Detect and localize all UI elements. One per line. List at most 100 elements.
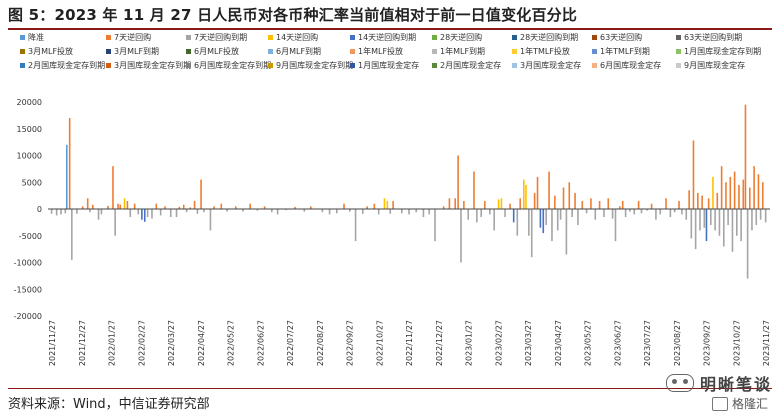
- bar: [457, 155, 459, 209]
- x-tick-label: 2022/10/27: [375, 320, 384, 366]
- bar: [536, 176, 539, 209]
- bar: [389, 209, 392, 214]
- bar: [415, 209, 418, 213]
- bar: [86, 198, 89, 209]
- legend-label: 14天逆回购到期: [358, 33, 417, 42]
- legend-swatch: [106, 49, 111, 54]
- bar: [577, 209, 579, 226]
- bar: [91, 204, 94, 209]
- bar: [729, 176, 732, 209]
- bar: [354, 209, 357, 242]
- bar: [571, 209, 573, 218]
- bar: [476, 209, 478, 223]
- bar: [242, 209, 244, 212]
- bar: [746, 209, 749, 279]
- legend-item: 6月MLF投放: [186, 46, 239, 57]
- x-tick-label: 2023/11/27: [762, 320, 771, 366]
- bar: [112, 166, 114, 209]
- legend-swatch: [186, 63, 191, 68]
- legend-swatch: [106, 63, 111, 68]
- bar: [434, 209, 436, 242]
- x-tick-label: 2022/02/27: [137, 320, 146, 366]
- bar: [497, 199, 500, 209]
- bar: [361, 209, 364, 214]
- bar: [590, 198, 592, 209]
- bar: [594, 209, 597, 220]
- x-tick-label: 2023/06/27: [613, 320, 622, 366]
- x-tick-label: 2022/09/27: [346, 320, 355, 366]
- bar: [196, 209, 199, 214]
- legend-item: 28天逆回购: [432, 32, 482, 43]
- bar: [489, 209, 491, 215]
- bar: [655, 209, 657, 220]
- legend-label: 6月MLF到期: [276, 47, 322, 56]
- legend-swatch: [676, 63, 681, 68]
- bar: [159, 209, 162, 216]
- x-tick-label: 2023/01/27: [465, 320, 474, 366]
- legend-label: 降准: [28, 33, 44, 42]
- legend-swatch: [432, 35, 437, 40]
- bar: [692, 140, 695, 209]
- bar: [366, 206, 368, 209]
- bar: [725, 182, 727, 209]
- legend-item: 6月国库现金定存到期: [186, 60, 271, 71]
- legend-swatch: [350, 63, 355, 68]
- legend-swatch: [512, 49, 517, 54]
- legend-label: 1月国库现金定存: [358, 61, 420, 70]
- bar: [493, 209, 495, 231]
- bar: [146, 209, 149, 218]
- legend-item: 3月MLF投放: [20, 46, 73, 57]
- legend-swatch: [106, 35, 111, 40]
- bar: [480, 209, 482, 218]
- bar: [533, 192, 536, 209]
- bar: [525, 184, 527, 209]
- bar: [568, 182, 571, 209]
- bar: [742, 179, 745, 209]
- bar: [703, 209, 706, 228]
- y-tick-label: 15000: [17, 125, 42, 134]
- bar: [710, 209, 712, 226]
- legend-label: 28天逆回购: [440, 33, 483, 42]
- wechat-icon: [665, 374, 694, 392]
- bar: [574, 192, 576, 209]
- bar: [539, 209, 542, 228]
- bar: [705, 209, 708, 242]
- bar: [614, 209, 617, 242]
- legend-swatch: [186, 35, 191, 40]
- bar: [556, 209, 559, 231]
- y-tick-label: 20000: [17, 98, 42, 107]
- watermark-sub-text: 格隆汇: [731, 397, 768, 411]
- bar: [744, 104, 747, 209]
- legend-swatch: [676, 35, 681, 40]
- legend-item: 1月国库现金定存: [350, 60, 419, 71]
- x-tick-label: 2023/10/27: [732, 320, 741, 366]
- bar: [133, 203, 136, 209]
- bar-series: [50, 104, 767, 279]
- x-tick-label: 2023/02/27: [494, 320, 503, 366]
- x-tick-label: 2023/07/27: [643, 320, 652, 366]
- bar: [685, 209, 688, 220]
- legend-item: 14天逆回购: [268, 32, 318, 43]
- legend-item: 9月国库现金定存到期: [268, 60, 353, 71]
- bar: [189, 207, 192, 209]
- bar: [528, 209, 530, 236]
- y-tick-label: 10000: [17, 152, 42, 161]
- legend-swatch: [432, 63, 437, 68]
- bar: [373, 203, 376, 209]
- bar: [55, 209, 58, 216]
- bar: [697, 192, 699, 209]
- title-rule: [8, 28, 772, 30]
- bar: [748, 187, 751, 209]
- bar: [619, 206, 621, 209]
- legend-label: 9月国库现金定存到期: [276, 61, 354, 70]
- bar: [690, 209, 693, 239]
- x-tick-label: 2023/09/27: [703, 320, 712, 366]
- bar: [665, 198, 667, 209]
- bar: [554, 195, 556, 210]
- bar: [673, 209, 676, 213]
- bar: [548, 171, 550, 209]
- bar: [137, 209, 140, 215]
- bar: [755, 209, 758, 226]
- bar: [761, 182, 764, 209]
- bar: [249, 203, 251, 209]
